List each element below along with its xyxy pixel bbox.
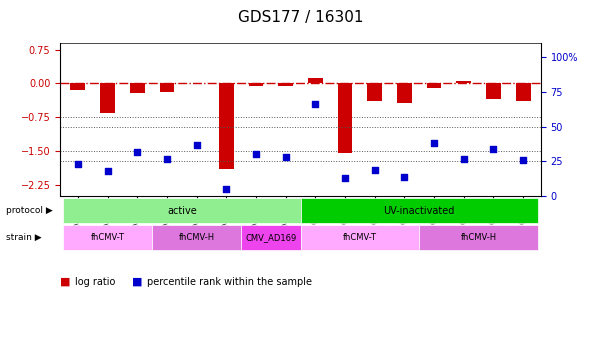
- Point: [192, 142, 201, 147]
- Bar: [427, 84, 442, 88]
- Point: [281, 155, 290, 160]
- Point: [73, 161, 83, 167]
- Point: [222, 186, 231, 192]
- Point: [251, 152, 261, 157]
- Bar: [70, 84, 85, 90]
- Bar: [397, 84, 412, 103]
- Bar: [456, 81, 471, 84]
- Point: [311, 101, 320, 107]
- Point: [429, 140, 439, 146]
- Point: [489, 146, 498, 152]
- Bar: [308, 78, 323, 84]
- Text: GDS177 / 16301: GDS177 / 16301: [238, 10, 363, 25]
- Bar: [516, 84, 531, 101]
- Bar: [249, 84, 263, 86]
- Point: [459, 156, 469, 161]
- Text: ■: ■: [132, 277, 142, 287]
- Bar: [486, 84, 501, 99]
- Text: fhCMV-H: fhCMV-H: [460, 233, 496, 242]
- Point: [518, 157, 528, 163]
- Text: log ratio: log ratio: [75, 277, 115, 287]
- Text: fhCMV-H: fhCMV-H: [178, 233, 215, 242]
- Bar: [130, 84, 145, 94]
- Bar: [219, 84, 234, 169]
- Bar: [100, 84, 115, 113]
- Point: [370, 167, 379, 173]
- Point: [400, 174, 409, 180]
- Bar: [367, 84, 382, 101]
- Bar: [189, 82, 204, 84]
- Bar: [278, 84, 293, 86]
- Text: percentile rank within the sample: percentile rank within the sample: [147, 277, 313, 287]
- Text: strain ▶: strain ▶: [6, 233, 41, 242]
- Bar: [159, 84, 174, 92]
- Text: ■: ■: [60, 277, 70, 287]
- Text: active: active: [167, 206, 197, 216]
- Text: fhCMV-T: fhCMV-T: [343, 233, 377, 242]
- Point: [132, 149, 142, 155]
- Text: fhCMV-T: fhCMV-T: [91, 233, 124, 242]
- Point: [340, 175, 350, 181]
- Point: [103, 169, 112, 174]
- Text: protocol ▶: protocol ▶: [6, 206, 53, 215]
- Text: UV-inactivated: UV-inactivated: [383, 206, 455, 216]
- Bar: [338, 84, 352, 154]
- Text: CMV_AD169: CMV_AD169: [245, 233, 296, 242]
- Point: [162, 156, 172, 161]
